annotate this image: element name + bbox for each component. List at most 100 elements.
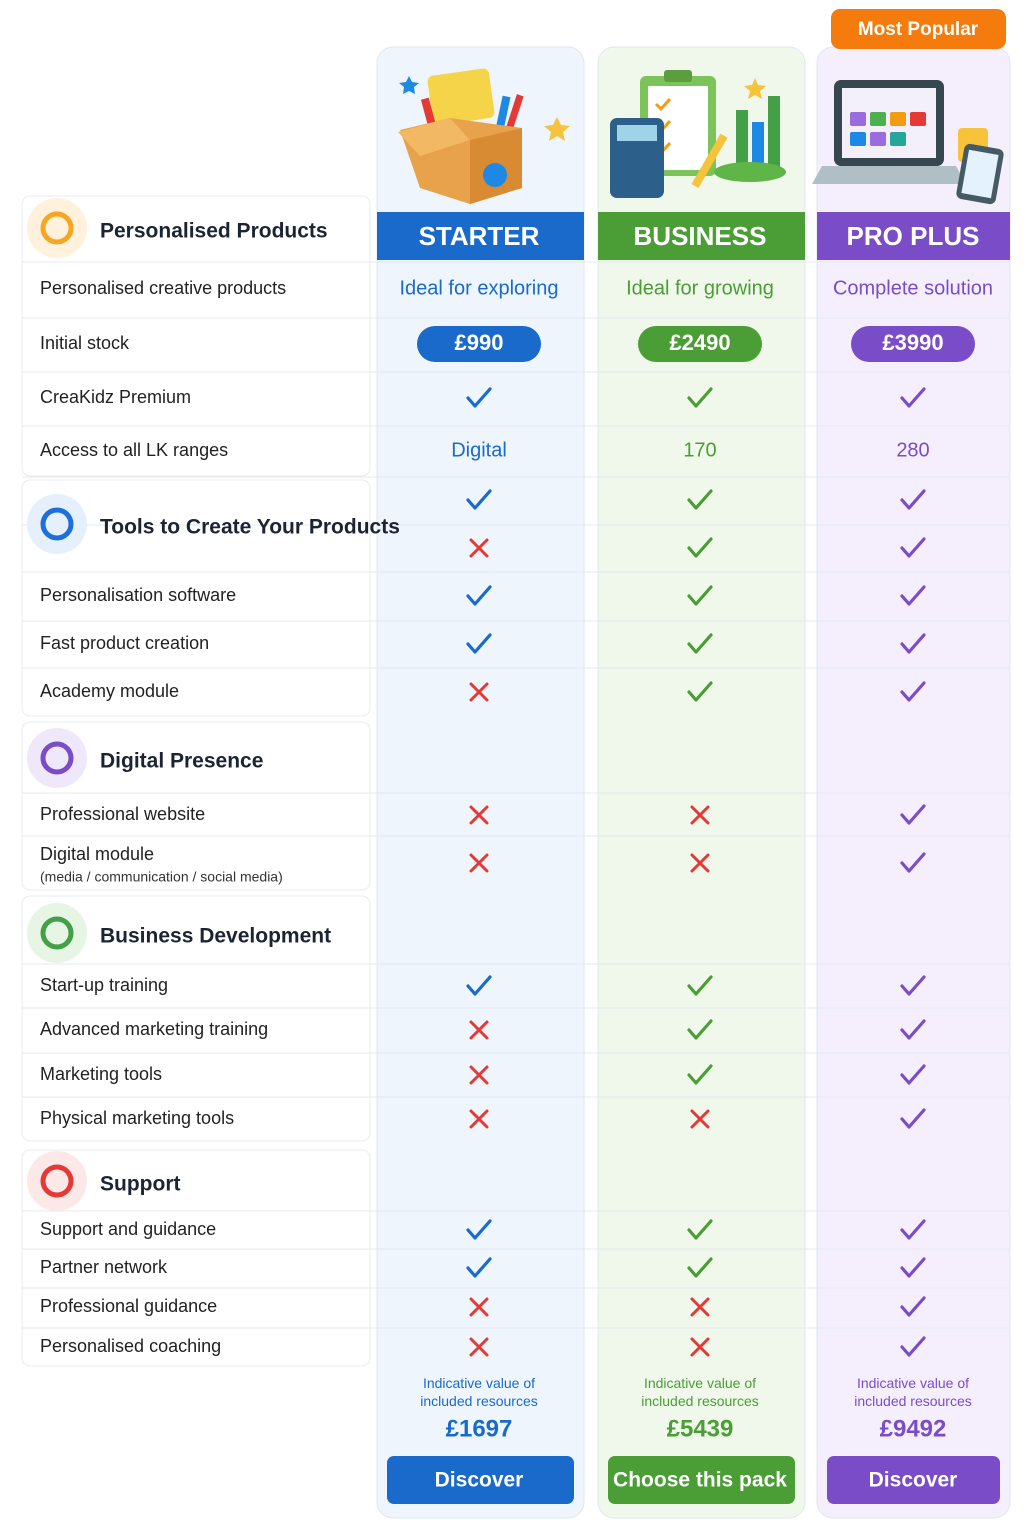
cross-icon: [469, 538, 489, 558]
section-title: Tools to Create Your Products: [100, 516, 400, 539]
check-icon: [687, 975, 713, 996]
check-icon: [466, 1257, 492, 1278]
cta-label[interactable]: Discover: [869, 1469, 958, 1492]
content: Personalised Products Personalised creati…: [27, 198, 1010, 1504]
row-sublabel: (media / communication / social media): [40, 869, 283, 885]
check-icon: [900, 852, 926, 873]
row-label: Personalisation software: [40, 585, 236, 605]
check-icon: [900, 537, 926, 558]
price-pill: [417, 326, 541, 362]
cross-icon: [469, 1065, 489, 1085]
cross-icon: [469, 1109, 489, 1129]
plan-name: BUSINESS: [634, 221, 767, 251]
plan-tagline: Ideal for exploring: [400, 277, 559, 299]
check-icon: [687, 633, 713, 654]
check-icon: [687, 681, 713, 702]
plan-header: [377, 212, 584, 260]
section-icon-core: [40, 741, 74, 775]
cross-icon: [690, 1337, 710, 1357]
included-value: £1697: [446, 1415, 513, 1442]
plan-price: £3990: [882, 330, 943, 355]
price-pill: [638, 326, 762, 362]
plan-name: PRO PLUS: [847, 221, 980, 251]
plan-column: [376, 46, 585, 1519]
business-illustration: [610, 70, 786, 198]
badge-bg: [831, 9, 1006, 49]
row-label: Professional website: [40, 804, 205, 824]
check-icon: [900, 975, 926, 996]
row-label: Digital module: [40, 844, 154, 864]
plan-tagline: Complete solution: [833, 277, 993, 299]
value-note-box: Indicative value of included resources: [420, 1375, 538, 1409]
section-icon: [27, 494, 87, 554]
row-label: Personalised creative products: [40, 278, 286, 298]
starter-illustration: [398, 68, 570, 204]
pro-illustration: [812, 80, 1004, 205]
price-pill: [851, 326, 975, 362]
cta-label[interactable]: Choose this pack: [613, 1469, 787, 1492]
check-icon: [687, 1064, 713, 1085]
check-icon: [900, 804, 926, 825]
badge: Most Popular: [858, 19, 979, 40]
section-title: Digital Presence: [100, 750, 263, 773]
row-label: Fast product creation: [40, 633, 209, 653]
cta-label[interactable]: Discover: [435, 1469, 524, 1492]
check-icon: [900, 1336, 926, 1357]
check-icon: [900, 1219, 926, 1240]
included-value: £9492: [880, 1415, 947, 1442]
section-icon: [27, 1151, 87, 1211]
row-label: Initial stock: [40, 333, 130, 353]
row-label: Personalised coaching: [40, 1336, 221, 1356]
check-icon: [900, 681, 926, 702]
check-icon: [900, 1257, 926, 1278]
check-icon: [687, 585, 713, 606]
row-label: CreaKidz Premium: [40, 387, 191, 407]
row-label: Access to all LK ranges: [40, 440, 228, 460]
value-note: Indicative value of included resources: [854, 1375, 972, 1409]
cross-icon: [469, 805, 489, 825]
section-title: Business Development: [100, 925, 331, 948]
cross-icon: [690, 1109, 710, 1129]
cross-icon: [469, 1297, 489, 1317]
section-card: [21, 1149, 371, 1367]
cta-button[interactable]: [827, 1456, 1000, 1504]
section-icon-core: [40, 916, 74, 950]
cross-icon: [690, 805, 710, 825]
cta-button[interactable]: [608, 1456, 795, 1504]
cross-icon: [469, 682, 489, 702]
plan-name: STARTER: [419, 221, 540, 251]
check-icon: [900, 585, 926, 606]
value-note: Indicative value of included resources: [641, 1375, 759, 1409]
check-icon: [900, 489, 926, 510]
check-icon: [687, 1257, 713, 1278]
value-note-box: Indicative value of included resources: [854, 1375, 972, 1409]
section-card: [21, 721, 371, 891]
plan-column: [597, 46, 806, 1519]
cell-text: Digital: [451, 439, 507, 461]
row-label: Start-up training: [40, 975, 168, 995]
check-icon: [900, 1064, 926, 1085]
check-icon: [900, 1019, 926, 1040]
cta-button[interactable]: [387, 1456, 574, 1504]
check-icon: [900, 1108, 926, 1129]
cross-icon: [690, 1297, 710, 1317]
check-icon: [466, 633, 492, 654]
check-icon: [687, 489, 713, 510]
check-icon: [900, 387, 926, 408]
cell-text: 280: [896, 439, 929, 461]
check-icon: [900, 633, 926, 654]
section-icon: [27, 198, 87, 258]
section-icon: [27, 728, 87, 788]
cross-icon: [469, 853, 489, 873]
check-icon: [466, 585, 492, 606]
plan-column: [816, 46, 1011, 1519]
cell-text: 170: [683, 439, 716, 461]
row-label: Advanced marketing training: [40, 1019, 268, 1039]
check-icon: [687, 387, 713, 408]
cross-icon: [469, 1020, 489, 1040]
value-note: Indicative value of included resources: [420, 1375, 538, 1409]
plan-header: [598, 212, 805, 260]
included-value: £5439: [667, 1415, 734, 1442]
row-label: Support and guidance: [40, 1219, 216, 1239]
